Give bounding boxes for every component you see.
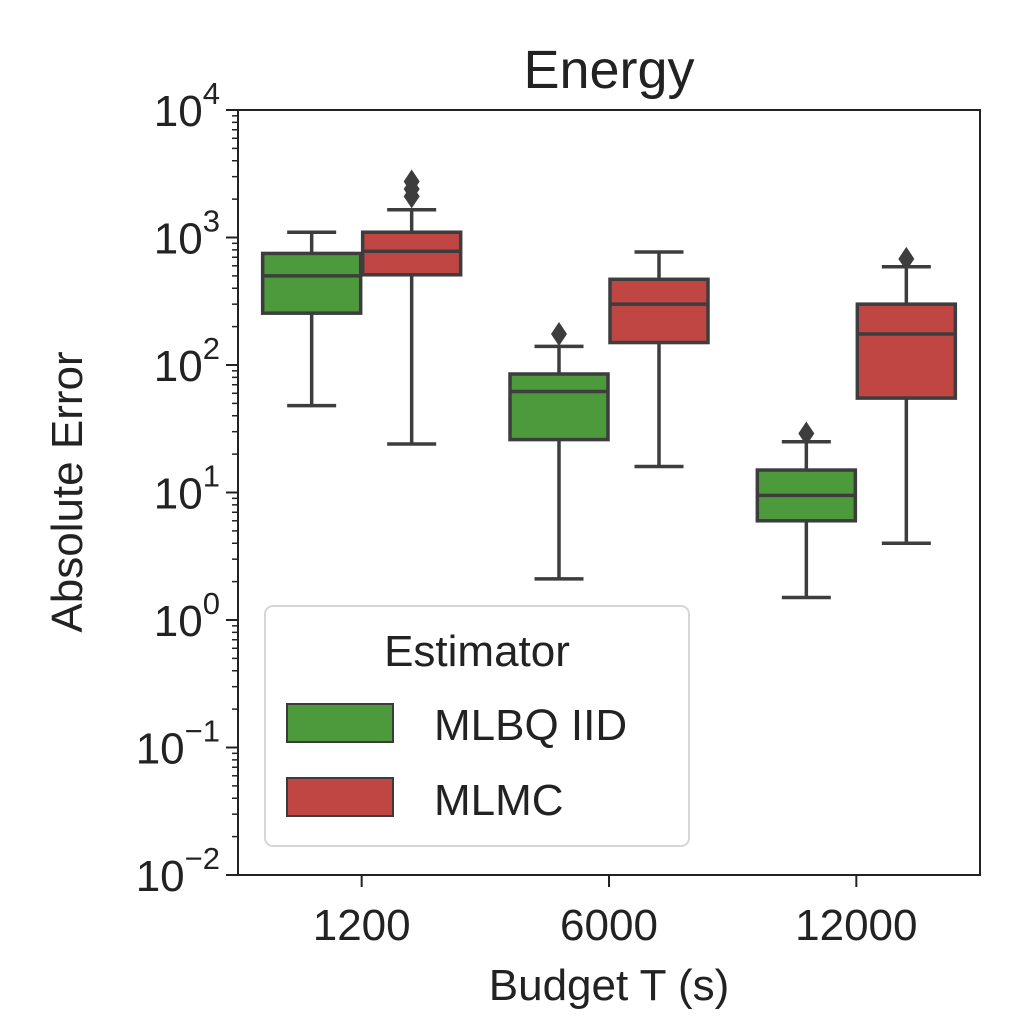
box-body <box>608 277 710 345</box>
legend: Estimator MLBQ IID MLMC <box>264 605 690 847</box>
box-flier <box>798 421 815 446</box>
legend-swatch-mlbq-iid <box>286 703 394 743</box>
y-tick-label: 10−2 <box>136 841 220 901</box>
y-tick-label: 103 <box>154 204 220 264</box>
y-tick-label: 100 <box>154 586 220 646</box>
box-body <box>508 372 610 442</box>
x-axis-label: Budget T (s) <box>489 961 730 1010</box>
legend-title: Estimator <box>384 627 570 676</box>
box-flier <box>551 322 567 347</box>
y-tick-label: 101 <box>154 459 220 519</box>
box-body <box>855 302 958 400</box>
y-tick-label: 104 <box>154 76 220 136</box>
y-tick-label: 10−1 <box>136 714 220 774</box>
x-tick-label: 6000 <box>560 901 658 950</box>
legend-label-mlmc: MLMC <box>434 776 564 825</box>
box-body <box>260 251 363 315</box>
x-tick-label: 12000 <box>795 901 917 950</box>
box-body <box>360 230 463 277</box>
chart-title: Energy <box>523 40 694 100</box>
x-tick-label: 1200 <box>313 901 411 950</box>
plot-area: 10−2 10−1 100 101 102 103 104 1200 6000 12000 <box>136 76 981 950</box>
legend-label-mlbq-iid: MLBQ IID <box>434 701 627 750</box>
box-flier <box>898 246 915 271</box>
y-axis-label: Absolute Error <box>43 351 92 632</box>
legend-swatch-mlmc <box>286 777 394 817</box>
box-flier <box>403 169 420 194</box>
y-tick-label: 102 <box>154 331 220 391</box>
